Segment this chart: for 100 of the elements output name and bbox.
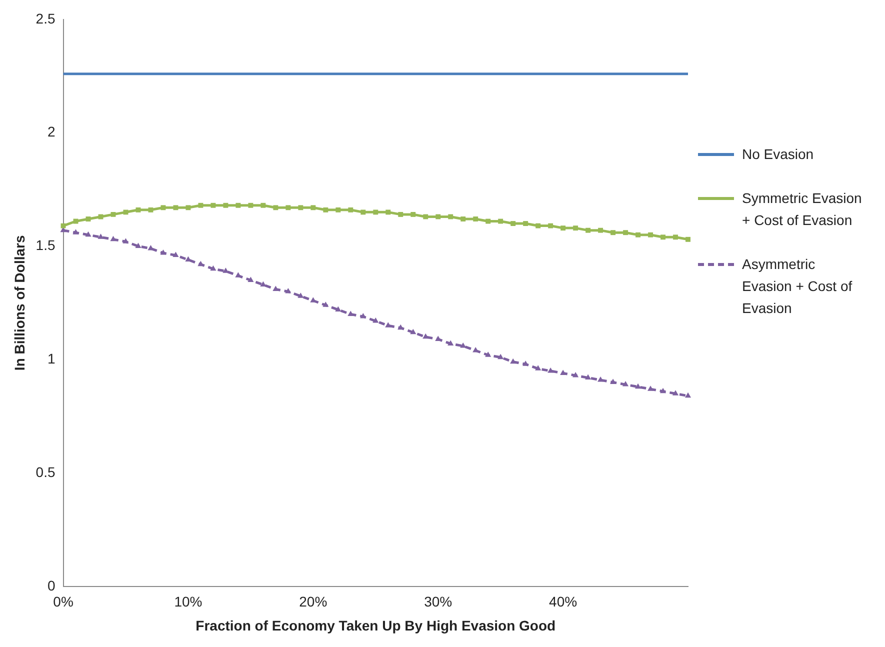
point <box>684 392 692 398</box>
point <box>260 202 266 208</box>
point <box>86 216 91 222</box>
point <box>572 372 579 378</box>
point <box>422 333 429 339</box>
legend-label: Symmetric Evasion + Cost of Evasion <box>742 189 863 230</box>
point <box>573 226 578 231</box>
point <box>410 212 416 217</box>
point <box>673 234 678 240</box>
point <box>236 202 241 208</box>
point <box>98 214 104 220</box>
point <box>135 242 142 248</box>
point <box>398 212 404 217</box>
point <box>473 216 478 222</box>
point <box>298 292 304 298</box>
point <box>248 276 254 282</box>
point <box>460 216 466 222</box>
point <box>586 228 591 233</box>
point <box>273 205 278 210</box>
point <box>386 210 391 215</box>
point <box>72 229 79 234</box>
point <box>348 207 354 212</box>
point <box>548 367 554 373</box>
legend-label: No Evasion <box>742 145 814 164</box>
y-axis-title: In Billions of Dollars <box>11 235 28 371</box>
point <box>560 226 566 231</box>
point <box>598 228 604 233</box>
point <box>448 340 454 346</box>
x-tick-label: 0% <box>53 594 74 610</box>
point <box>598 376 604 382</box>
point <box>634 383 642 389</box>
point <box>336 207 341 212</box>
legend-label: Asymmetric Evasion + Cost of Evasion <box>742 255 854 318</box>
point <box>610 230 616 236</box>
point <box>448 214 454 220</box>
point <box>585 374 592 380</box>
point <box>323 207 328 212</box>
point <box>160 250 166 255</box>
point <box>136 207 141 212</box>
point <box>522 360 529 366</box>
point <box>535 365 542 370</box>
point <box>648 232 653 238</box>
point <box>173 205 178 210</box>
point <box>310 205 316 210</box>
point <box>360 210 366 215</box>
x-tick-label: 30% <box>424 594 452 610</box>
point <box>60 223 66 228</box>
point <box>486 218 491 224</box>
point <box>210 202 216 208</box>
point <box>410 328 416 334</box>
point <box>285 288 292 294</box>
point <box>510 221 516 226</box>
point <box>122 238 129 244</box>
point <box>210 265 216 271</box>
point <box>536 223 541 228</box>
point <box>110 212 116 217</box>
point <box>123 210 128 215</box>
x-axis-title: Fraction of Economy Taken Up By High Evasion Good <box>196 617 556 634</box>
point <box>423 214 428 220</box>
point <box>660 388 666 394</box>
point <box>335 306 342 312</box>
point <box>85 231 92 237</box>
point <box>636 232 640 238</box>
point <box>360 313 366 318</box>
y-tick-label: 1 <box>47 350 56 366</box>
point <box>623 230 628 236</box>
point <box>186 205 191 210</box>
point <box>485 352 492 357</box>
point <box>385 322 392 328</box>
x-tick-label: 20% <box>299 594 328 610</box>
y-tick-label: 2.5 <box>36 10 56 26</box>
x-tick-label: 40% <box>549 594 578 610</box>
point <box>148 207 154 212</box>
point <box>322 302 329 307</box>
point <box>298 205 304 210</box>
point <box>660 234 666 240</box>
point <box>110 236 116 242</box>
point <box>510 358 516 364</box>
point <box>548 223 554 228</box>
y-tick-label: 2 <box>47 124 56 140</box>
point <box>686 236 690 242</box>
y-tick-label: 0.5 <box>36 464 56 480</box>
point <box>523 221 528 226</box>
point <box>172 252 179 258</box>
point <box>647 386 654 391</box>
y-tick-label: 1.5 <box>36 237 56 254</box>
point <box>98 234 104 239</box>
point <box>223 202 228 208</box>
point <box>286 205 291 210</box>
point <box>373 210 378 215</box>
point <box>160 205 166 210</box>
point <box>498 354 504 360</box>
point <box>372 318 379 323</box>
point <box>436 214 441 220</box>
x-tick-label: 10% <box>174 594 202 610</box>
point <box>622 381 629 386</box>
point <box>198 202 204 208</box>
y-tick-label: 0 <box>47 577 56 594</box>
point <box>498 218 504 224</box>
point <box>672 390 679 396</box>
